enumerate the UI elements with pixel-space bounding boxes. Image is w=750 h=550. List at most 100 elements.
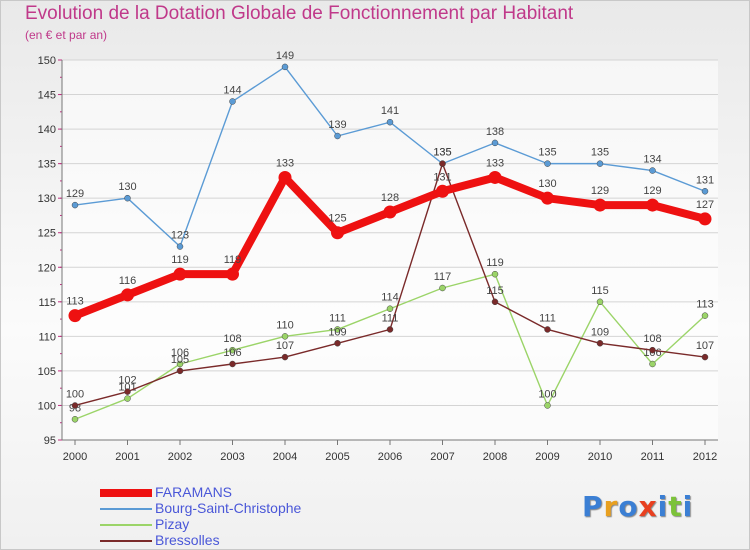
data-label-bourg-saint-christophe: 135 xyxy=(433,147,451,159)
data-point-bressolles xyxy=(701,353,709,361)
data-label-bressolles: 115 xyxy=(486,285,504,297)
y-tick-label: 95 xyxy=(44,435,56,447)
data-label-pizay: 108 xyxy=(223,333,241,345)
data-label-faramans: 129 xyxy=(591,185,609,197)
data-label-pizay: 115 xyxy=(591,285,609,297)
x-tick-label: 2004 xyxy=(273,451,297,463)
x-tick-label: 2005 xyxy=(325,451,349,463)
data-label-bressolles: 105 xyxy=(171,354,189,366)
data-label-pizay: 106 xyxy=(171,347,189,359)
data-label-faramans: 130 xyxy=(538,178,556,190)
data-label-bressolles: 107 xyxy=(696,340,714,352)
data-point-pizay xyxy=(544,402,551,409)
y-tick-label: 130 xyxy=(38,193,56,205)
data-point-bressolles xyxy=(71,402,79,409)
data-label-bourg-saint-christophe: 135 xyxy=(538,147,556,159)
data-label-bourg-saint-christophe: 141 xyxy=(381,105,399,117)
data-point-faramans xyxy=(278,170,292,184)
data-point-faramans xyxy=(436,184,449,198)
data-point-faramans xyxy=(173,267,187,281)
data-label-pizay: 111 xyxy=(329,312,346,324)
data-label-faramans: 127 xyxy=(696,199,714,211)
data-point-bressolles xyxy=(491,298,499,306)
data-point-bourg-saint-christophe xyxy=(176,243,184,250)
data-point-bourg-saint-christophe xyxy=(649,167,656,174)
legend-label: FARAMANS xyxy=(155,484,233,500)
data-point-faramans xyxy=(646,198,659,212)
data-point-pizay xyxy=(334,326,341,333)
data-point-faramans xyxy=(68,309,82,323)
data-point-bressolles xyxy=(439,160,446,167)
data-point-faramans xyxy=(121,288,134,302)
data-point-bressolles xyxy=(124,388,131,395)
data-point-bourg-saint-christophe xyxy=(334,132,341,140)
logo-letter: t xyxy=(668,490,683,523)
data-point-bourg-saint-christophe xyxy=(596,160,604,167)
x-tick-label: 2007 xyxy=(430,451,454,463)
data-point-bourg-saint-christophe xyxy=(701,188,709,195)
data-point-faramans xyxy=(331,226,344,240)
data-label-faramans: 119 xyxy=(171,254,189,266)
data-point-bourg-saint-christophe xyxy=(544,160,551,167)
data-point-bressolles xyxy=(281,353,289,361)
data-point-pizay xyxy=(439,284,446,292)
data-label-faramans: 113 xyxy=(66,296,84,308)
chart-subtitle: (en € et par an) xyxy=(25,28,108,42)
logo-letter: i xyxy=(682,490,694,523)
data-point-faramans xyxy=(383,205,397,219)
data-label-bourg-saint-christophe: 135 xyxy=(591,147,609,159)
data-point-bressolles xyxy=(596,340,604,347)
data-point-faramans xyxy=(541,191,554,205)
data-label-bourg-saint-christophe: 139 xyxy=(328,119,346,131)
data-label-bressolles: 111 xyxy=(539,312,556,324)
data-label-bourg-saint-christophe: 144 xyxy=(223,84,241,96)
data-label-faramans: 125 xyxy=(328,213,346,225)
data-label-bressolles: 109 xyxy=(328,326,346,338)
data-label-bourg-saint-christophe: 138 xyxy=(486,126,504,138)
y-tick-label: 100 xyxy=(38,400,56,412)
data-label-bressolles: 100 xyxy=(66,388,84,400)
x-tick-label: 2008 xyxy=(483,451,507,463)
legend-label: Bressolles xyxy=(155,532,220,548)
data-label-bressolles: 107 xyxy=(276,340,294,352)
data-label-bourg-saint-christophe: 129 xyxy=(66,188,84,200)
data-point-faramans xyxy=(698,212,712,226)
legend-item: Bourg-Saint-Christophe xyxy=(100,500,400,517)
data-label-bourg-saint-christophe: 123 xyxy=(171,230,189,242)
data-point-bourg-saint-christophe xyxy=(491,139,499,147)
data-point-bressolles xyxy=(544,326,551,333)
y-tick-label: 110 xyxy=(38,331,56,343)
data-point-bourg-saint-christophe xyxy=(124,194,131,202)
data-label-bressolles: 109 xyxy=(591,326,609,338)
proxiti-logo: Proxiti xyxy=(582,490,693,523)
legend-item: Bressolles xyxy=(100,532,400,549)
data-point-pizay xyxy=(124,395,131,402)
legend-swatch xyxy=(100,524,152,526)
y-tick-label: 125 xyxy=(38,228,56,240)
data-label-faramans: 129 xyxy=(643,185,661,197)
data-label-faramans: 128 xyxy=(381,192,399,204)
x-tick-label: 2001 xyxy=(115,451,139,463)
data-point-pizay xyxy=(701,312,709,319)
data-point-faramans xyxy=(488,170,502,184)
data-point-bourg-saint-christophe xyxy=(229,98,236,105)
x-tick-label: 2002 xyxy=(168,451,192,463)
data-point-pizay xyxy=(386,305,394,312)
data-point-pizay xyxy=(229,346,236,354)
y-tick-label: 145 xyxy=(38,90,56,102)
data-label-pizay: 117 xyxy=(434,271,452,283)
data-label-bressolles: 135 xyxy=(433,147,451,159)
data-point-pizay xyxy=(649,360,656,368)
y-tick-label: 120 xyxy=(38,262,56,274)
x-tick-label: 2000 xyxy=(63,451,87,463)
legend-swatch xyxy=(100,540,152,542)
data-point-pizay xyxy=(281,333,289,340)
data-point-pizay xyxy=(596,298,604,306)
legend-label: Bourg-Saint-Christophe xyxy=(155,500,302,516)
data-point-bressolles xyxy=(176,367,184,375)
data-label-bressolles: 106 xyxy=(223,347,241,359)
legend-swatch xyxy=(100,508,152,510)
data-point-pizay xyxy=(491,270,499,278)
x-tick-label: 2009 xyxy=(535,451,559,463)
